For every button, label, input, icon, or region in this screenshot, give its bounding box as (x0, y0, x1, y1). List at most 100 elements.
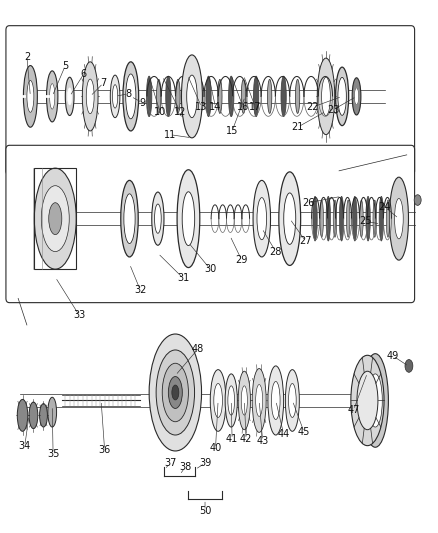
Ellipse shape (41, 185, 69, 252)
Ellipse shape (268, 79, 272, 114)
Ellipse shape (336, 67, 349, 126)
Text: 44: 44 (278, 429, 290, 439)
Text: 34: 34 (18, 441, 31, 451)
Ellipse shape (168, 376, 182, 408)
Text: 14: 14 (209, 102, 222, 112)
Text: 42: 42 (240, 434, 252, 445)
Ellipse shape (172, 385, 179, 400)
Ellipse shape (49, 84, 55, 109)
Text: 22: 22 (307, 102, 319, 112)
Text: 8: 8 (125, 88, 131, 99)
FancyBboxPatch shape (6, 26, 415, 175)
Ellipse shape (214, 384, 223, 417)
Text: 16: 16 (237, 102, 249, 112)
Text: 49: 49 (387, 351, 399, 361)
Text: 5: 5 (62, 61, 68, 70)
Ellipse shape (326, 196, 331, 241)
Ellipse shape (86, 79, 94, 114)
Ellipse shape (253, 180, 271, 257)
FancyBboxPatch shape (6, 146, 415, 303)
Ellipse shape (317, 58, 335, 135)
Text: 47: 47 (347, 405, 360, 415)
Ellipse shape (176, 79, 180, 114)
Ellipse shape (29, 402, 38, 429)
Ellipse shape (185, 76, 190, 117)
Text: 17: 17 (249, 102, 261, 112)
Text: 36: 36 (99, 445, 111, 455)
Ellipse shape (39, 403, 47, 427)
Ellipse shape (17, 399, 28, 431)
Ellipse shape (228, 386, 235, 415)
Ellipse shape (339, 196, 344, 241)
Ellipse shape (254, 76, 259, 117)
Ellipse shape (379, 196, 384, 241)
Ellipse shape (46, 71, 58, 122)
Ellipse shape (354, 88, 359, 105)
Ellipse shape (352, 78, 361, 115)
Ellipse shape (156, 79, 161, 114)
Text: 31: 31 (177, 273, 189, 283)
Text: 27: 27 (299, 236, 312, 246)
Ellipse shape (241, 79, 246, 114)
Text: 41: 41 (226, 434, 238, 445)
Text: 35: 35 (47, 449, 59, 458)
Ellipse shape (229, 76, 234, 117)
Ellipse shape (113, 85, 118, 108)
Ellipse shape (126, 74, 136, 119)
Ellipse shape (196, 79, 200, 114)
Text: 25: 25 (359, 216, 371, 227)
Ellipse shape (241, 386, 247, 415)
Ellipse shape (357, 371, 378, 430)
Text: 37: 37 (164, 458, 176, 468)
Text: 32: 32 (134, 286, 147, 295)
Ellipse shape (218, 79, 222, 114)
Text: 21: 21 (291, 122, 304, 132)
Ellipse shape (333, 200, 337, 237)
Text: 23: 23 (327, 104, 339, 115)
Text: 33: 33 (73, 310, 85, 320)
Ellipse shape (321, 77, 330, 116)
Ellipse shape (181, 55, 202, 138)
Ellipse shape (353, 196, 357, 241)
Text: 43: 43 (257, 436, 269, 446)
Ellipse shape (320, 200, 323, 237)
Text: 11: 11 (164, 130, 176, 140)
Ellipse shape (373, 200, 376, 237)
Ellipse shape (256, 384, 263, 416)
Ellipse shape (360, 200, 363, 237)
Text: 26: 26 (302, 198, 314, 208)
Text: 29: 29 (236, 255, 248, 265)
Ellipse shape (338, 77, 346, 115)
Text: 24: 24 (379, 202, 391, 212)
Ellipse shape (152, 192, 164, 245)
Ellipse shape (206, 76, 211, 117)
Ellipse shape (279, 172, 300, 265)
Ellipse shape (252, 368, 266, 432)
Ellipse shape (48, 397, 57, 427)
Ellipse shape (49, 203, 62, 235)
Ellipse shape (295, 79, 300, 114)
Text: 6: 6 (81, 69, 87, 79)
Ellipse shape (155, 204, 161, 233)
Ellipse shape (405, 360, 413, 372)
Ellipse shape (368, 374, 382, 427)
Ellipse shape (346, 200, 350, 237)
Ellipse shape (313, 196, 317, 241)
Ellipse shape (27, 80, 34, 112)
Text: 7: 7 (100, 78, 106, 88)
Ellipse shape (34, 168, 76, 269)
Ellipse shape (156, 350, 194, 435)
Ellipse shape (166, 76, 171, 117)
Text: 50: 50 (199, 506, 211, 516)
Bar (34, 168, 76, 269)
Text: 30: 30 (204, 264, 216, 274)
Text: 2: 2 (24, 52, 30, 61)
Ellipse shape (82, 62, 98, 131)
Ellipse shape (182, 192, 194, 246)
Ellipse shape (121, 180, 138, 257)
Ellipse shape (110, 75, 120, 118)
Ellipse shape (268, 366, 284, 435)
Ellipse shape (123, 62, 139, 131)
Ellipse shape (238, 371, 251, 430)
Text: 28: 28 (269, 247, 282, 256)
